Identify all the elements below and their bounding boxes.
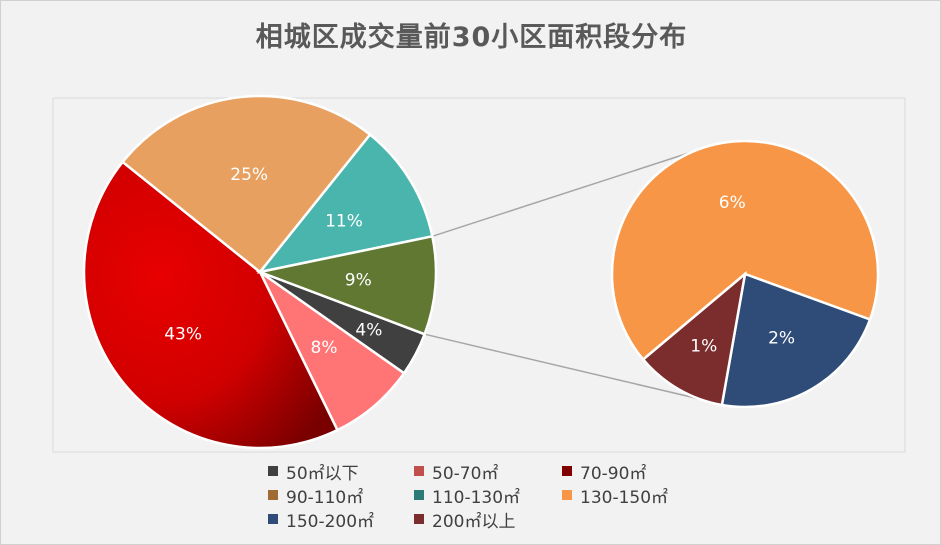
main-pie-slice-3 <box>120 94 372 274</box>
legend-label-5: 130-150㎡ <box>580 487 669 508</box>
legend-label-1: 50-70㎡ <box>432 463 499 484</box>
legend-swatch-7 <box>414 514 424 524</box>
main-pie-slice-1 <box>258 270 406 432</box>
connector-lines <box>424 143 716 400</box>
legend-label-0: 50㎡以下 <box>286 463 359 484</box>
legend-swatch-0 <box>268 466 278 476</box>
legend-item-4: 110-130㎡ <box>414 484 562 508</box>
chart-title: 相城区成交量前30小区面积段分布 <box>255 22 688 53</box>
legend-item-5: 130-150㎡ <box>562 484 712 508</box>
legend-swatch-4 <box>414 490 424 500</box>
legend-item-1: 50-70㎡ <box>414 460 562 484</box>
legend-label-4: 110-130㎡ <box>432 487 521 508</box>
legend-label-3: 90-110㎡ <box>286 487 364 508</box>
legend-item-0: 50㎡以下 <box>268 460 414 484</box>
legend-item-2: 70-90㎡ <box>562 460 712 484</box>
main-pie-slice-label-3: 25% <box>230 165 268 185</box>
legend-label-2: 70-90㎡ <box>580 463 647 484</box>
main-pie-slice-label-2: 43% <box>164 325 202 345</box>
legend-item-7: 200㎡以上 <box>414 508 562 532</box>
legend-item-6: 150-200㎡ <box>268 508 414 532</box>
main-pie-slice-label-0: 4% <box>355 321 382 341</box>
secondary-pie-slice-2 <box>641 270 747 407</box>
main-pie-slice-5 <box>255 234 438 336</box>
legend-item-3: 90-110㎡ <box>268 484 414 508</box>
main-pie-slice-2 <box>82 160 340 450</box>
main-pie: 4% 8% 43% 25% 11% 9% <box>82 94 438 450</box>
connector-line-1 <box>424 333 700 400</box>
secondary-pie-slice-label-2: 1% <box>690 336 717 356</box>
secondary-pie-slice-label-0: 6% <box>719 193 746 213</box>
main-pie-slice-4 <box>256 132 434 274</box>
legend: 50㎡以下 50-70㎡ 70-90㎡ 90-110㎡ 110-130㎡ 130-150㎡… <box>268 460 728 532</box>
legend-swatch-2 <box>562 466 572 476</box>
main-pie-slice-label-1: 8% <box>311 338 338 358</box>
secondary-pie-slice-0 <box>610 139 880 362</box>
secondary-pie-slice-1 <box>720 272 872 409</box>
secondary-pie: 6% 2% 1% <box>610 139 880 409</box>
legend-label-7: 200㎡以上 <box>432 511 516 532</box>
legend-label-6: 150-200㎡ <box>286 511 375 532</box>
secondary-pie-slice-label-1: 2% <box>768 328 795 348</box>
legend-swatch-3 <box>268 490 278 500</box>
connector-line-0 <box>432 143 716 238</box>
main-pie-slice-label-4: 11% <box>325 212 363 232</box>
legend-swatch-6 <box>268 514 278 524</box>
legend-swatch-5 <box>562 490 572 500</box>
legend-swatch-1 <box>414 466 424 476</box>
main-pie-slice-label-5: 9% <box>345 271 372 291</box>
